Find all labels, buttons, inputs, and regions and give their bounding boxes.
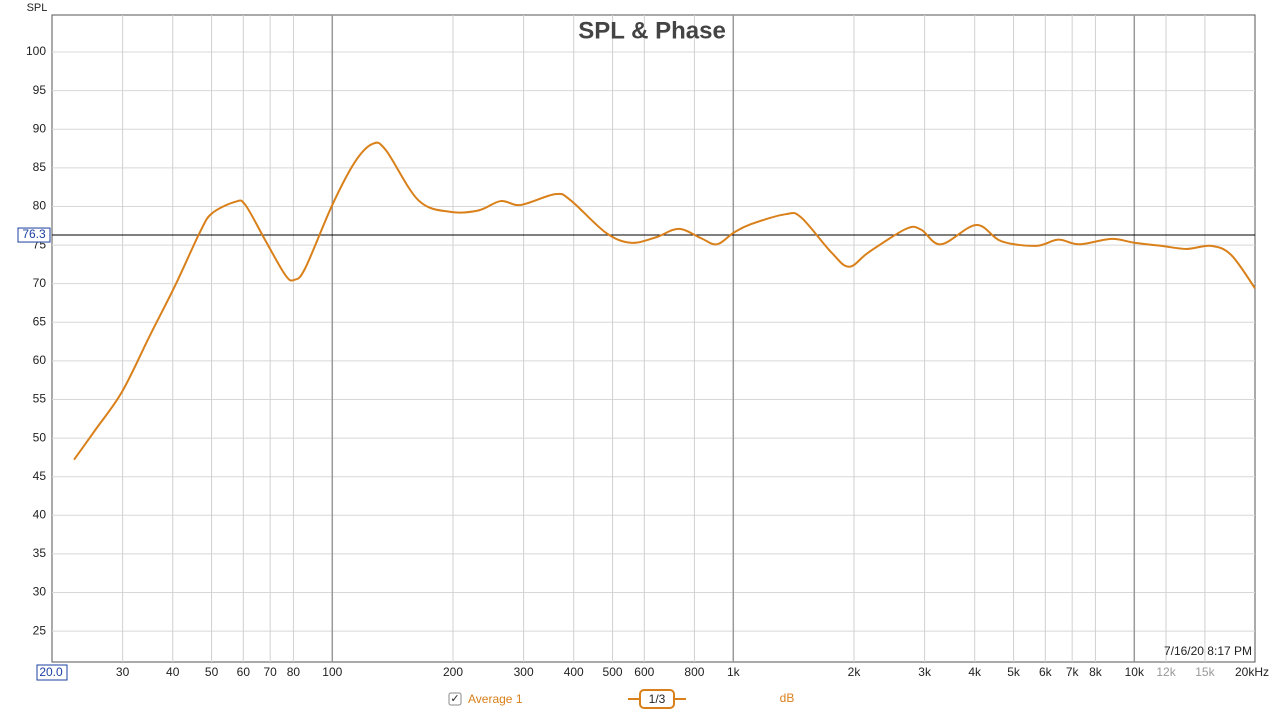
smoothing-box[interactable] [639,689,675,709]
y-tick-label: 45 [33,469,47,483]
y-tick-label: 85 [33,160,47,174]
plot-area [51,14,1256,663]
legend-label[interactable]: Average 1 [468,692,523,706]
smoothing-label: 1/3 [649,692,666,706]
x-tick-label: 15k [1195,665,1215,679]
x-tick-label: 100 [322,665,342,679]
x-tick-label: 60 [237,665,251,679]
x-tick-label: 4k [968,665,982,679]
timestamp: 7/16/20 8:17 PM [1164,644,1252,658]
x-tick-label: 2k [848,665,862,679]
x-start-box [36,664,68,681]
y-tick-label: 25 [33,623,47,637]
checkbox[interactable] [448,692,462,706]
x-tick-label: 7k [1066,665,1080,679]
x-tick-label: 80 [287,665,301,679]
checkmark: ✓ [450,693,459,705]
x-tick-label: 5k [1007,665,1021,679]
x-tick-label: 8k [1089,665,1103,679]
x-tick-label: 20kHz [1235,665,1269,679]
x-tick-label: 300 [514,665,534,679]
y-tick-label: 70 [33,276,47,290]
legend: ✓ Average 1 1/3 dB [448,689,795,709]
unit-label[interactable]: dB [780,691,795,705]
grid [52,15,1255,662]
x-tick-label: 500 [603,665,623,679]
y-tick-label: 80 [33,199,47,213]
x-tick-label: 6k [1039,665,1053,679]
y-axis-label: SPL [27,2,48,14]
y-tick-label: 60 [33,353,47,367]
y-tick-label: 90 [33,121,47,135]
x-tick-label: 1k [727,665,741,679]
x-tick-label: 50 [205,665,219,679]
x-tick-label: 12k [1156,665,1176,679]
y-tick-label: 65 [33,314,47,328]
cursor-box [17,227,51,243]
chart-title: SPL & Phase [578,17,726,44]
x-tick-label: 600 [634,665,654,679]
y-tick-label: 50 [33,430,47,444]
series-line [73,141,1256,461]
x-tick-label: 400 [564,665,584,679]
x-tick-label: 20.0 [39,665,63,679]
x-tick-label: 40 [166,665,180,679]
y-tick-label: 100 [26,44,46,58]
x-tick-label: 70 [263,665,277,679]
y-tick-label: 40 [33,507,47,521]
y-tick-label: 95 [33,83,47,97]
x-tick-label: 10k [1125,665,1145,679]
y-tick-label: 30 [33,585,47,599]
x-tick-label: 200 [443,665,463,679]
y-tick-label: 35 [33,546,47,560]
x-tick-label: 800 [684,665,704,679]
x-tick-label: 3k [918,665,932,679]
cursor-label: 76.3 [22,227,46,241]
y-tick-label: 55 [33,392,47,406]
x-tick-label: 30 [116,665,130,679]
